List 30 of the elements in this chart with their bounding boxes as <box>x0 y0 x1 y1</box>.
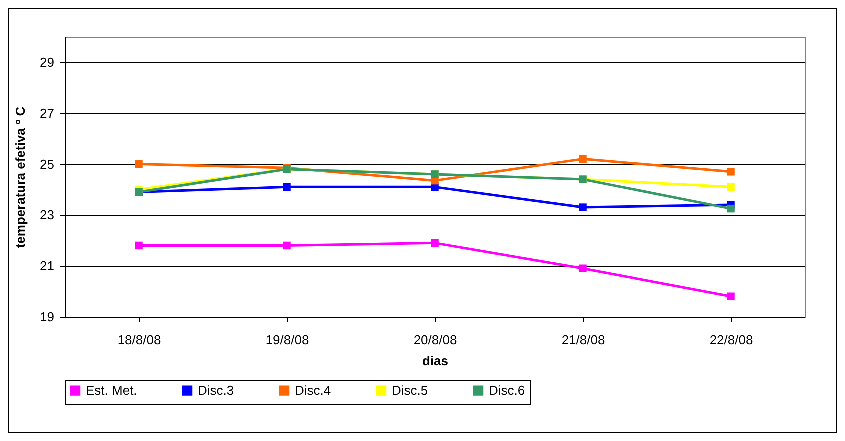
point <box>579 155 587 164</box>
legend-label: Est. Met. <box>86 382 138 398</box>
y-tick-label: 25 <box>40 156 54 172</box>
point <box>283 183 291 192</box>
x-tick-label: 22/8/08 <box>710 332 754 348</box>
point <box>579 264 587 273</box>
point <box>727 168 735 176</box>
y-tick-label: 21 <box>40 258 54 274</box>
point <box>431 239 439 248</box>
x-axis-title: dias <box>422 354 449 368</box>
x-tick-label: 19/8/08 <box>266 332 310 348</box>
y-tick-label: 19 <box>40 310 54 324</box>
x-tick-label: 18/8/08 <box>118 332 162 348</box>
legend-label: Disc.3 <box>198 382 234 398</box>
y-tick-label: 23 <box>40 208 54 223</box>
point <box>135 242 143 250</box>
x-tick-label: 20/8/08 <box>414 332 458 348</box>
point <box>727 204 735 213</box>
point <box>135 160 143 168</box>
legend-label: Disc.4 <box>295 382 332 398</box>
x-tick-label: 21/8/08 <box>562 332 606 348</box>
y-tick-label: 27 <box>40 106 54 121</box>
legend-label: Disc.5 <box>392 382 428 398</box>
point <box>727 183 735 192</box>
point <box>283 242 291 250</box>
point <box>579 204 587 212</box>
point <box>727 292 735 301</box>
legend-label: Disc.6 <box>489 382 526 398</box>
y-axis-title: temperatura efetiva º C <box>13 106 28 248</box>
y-tick-label: 29 <box>40 54 54 70</box>
